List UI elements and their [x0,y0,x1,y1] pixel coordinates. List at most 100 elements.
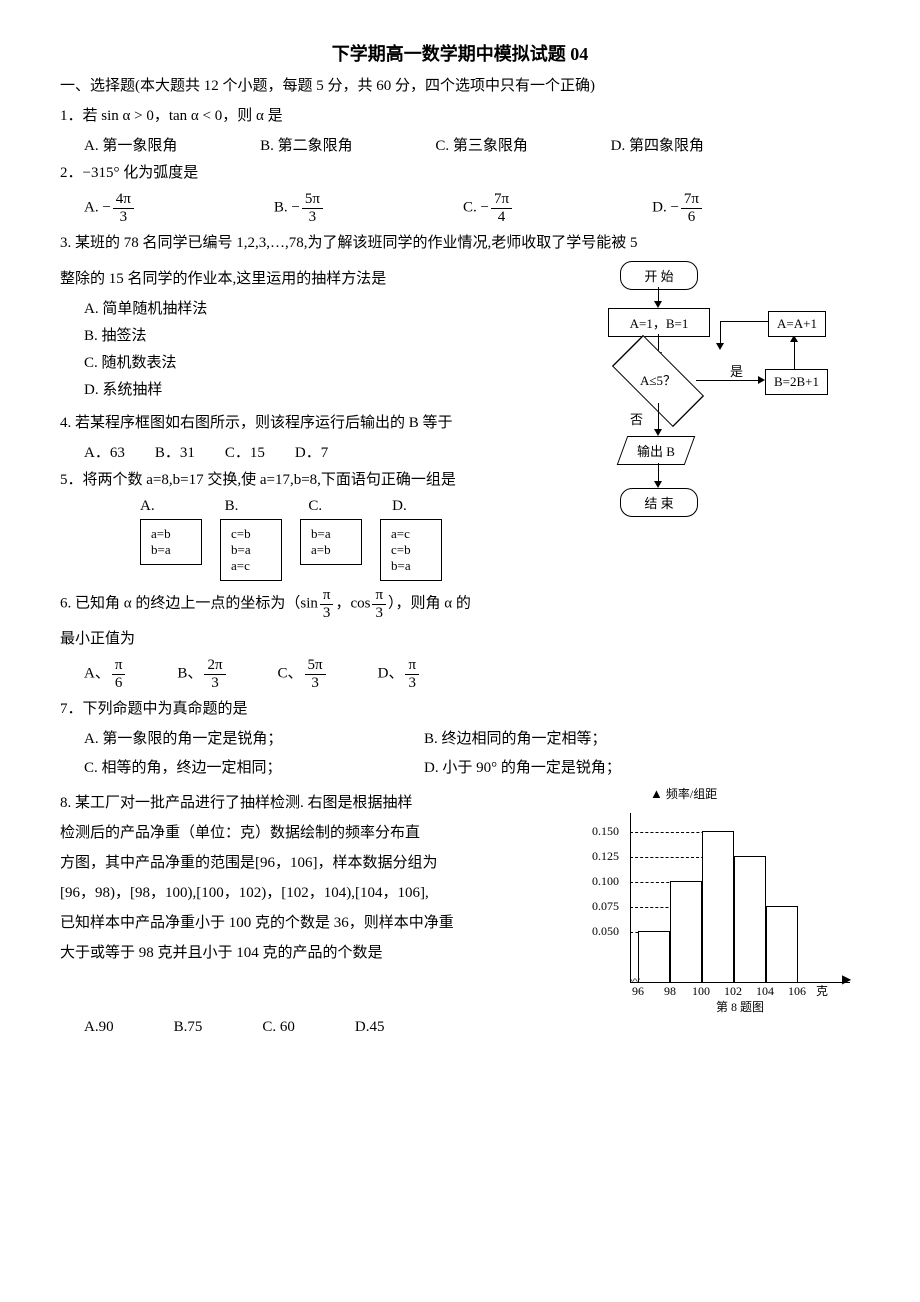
q5-boxes: a=b b=a c=b b=a a=c b=a a=b a=c c=b b=a [60,519,580,581]
bar3 [734,856,766,983]
q4-c: C．15 [225,441,265,462]
q5-text: 5．将两个数 a=8,b=17 交换,使 a=17,b=8,下面语句正确一组是 [60,468,580,492]
q6-cd: 3 [305,675,326,692]
yt3: 0.125 [592,849,619,864]
q5-b1: c=b [231,526,271,542]
q4-options: A．63 B．31 C．15 D．7 [60,441,580,462]
histo-yl: 频率/组距 [666,787,717,801]
q7-a: A. 第一象限的角一定是锐角； [84,727,424,748]
q6-mid: ，cos [335,595,370,611]
q5-a1: a=b [151,526,191,542]
yt1: 0.075 [592,899,619,914]
q3-a: A. 简单随机抽样法 [84,297,344,318]
fc-upd: B=2B+1 [765,369,828,395]
q5-d3: b=a [391,558,431,574]
histogram: ▲ 频率/组距 0.050 0.075 0.100 0.125 0.150 96… [590,785,860,1005]
histo-caption: 第 8 题图 [680,998,800,1015]
q1-b: B. 第二象限角 [260,134,353,155]
q2-b-num: 5π [302,191,323,209]
q5-box-b: c=b b=a a=c [220,519,282,581]
q5-box-c: b=a a=b [300,519,362,565]
xt2: 100 [692,984,710,999]
q5-b2: b=a [231,542,271,558]
q8-l5: 已知样本中产品净重小于 100 克的个数是 36，则样本中净重 [60,911,590,935]
fc-cond: A≤5？ [626,359,690,403]
q8-b: B.75 [174,1019,203,1036]
q7-c: C. 相等的角，终边一定相同； [84,756,424,777]
flowchart: 开 始 A=1，B=1 A≤5？ 是 B=2B+1 A=A+1 否 [580,261,860,581]
q5-la: A. [140,498,155,515]
q2-b-den: 3 [302,209,323,226]
fc-outarrow [658,463,659,483]
xt4: 104 [756,984,774,999]
q5-box-a: a=b b=a [140,519,202,565]
fc-no-ah [654,429,662,436]
histo-ylabel: ▲ 频率/组距 [650,785,717,802]
q6-d2: 3 [372,605,386,622]
q8-a: A.90 [84,1019,114,1036]
q7-d: D. 小于 90° 的角一定是锐角； [424,756,764,777]
q3-text1: 3. 某班的 78 名同学已编号 1,2,3,…,78,为了解该班同学的作业情况… [60,231,860,255]
fc-out: 输出 B [617,436,695,465]
fc-yes-ah [758,376,765,384]
fc-yes-line [696,380,760,381]
xarrow: ▶ [842,972,851,987]
q3-c: C. 随机数表法 [84,351,344,372]
q1-c: C. 第三象限角 [435,134,528,155]
q5-ld: D. [392,498,407,515]
q6-bd: 3 [204,675,225,692]
q6-n2: π [372,587,386,605]
q2-pre: 2． [60,165,83,181]
fc-out-ah [654,481,662,488]
fc-back-ah [716,343,724,350]
q4-b: B．31 [155,441,195,462]
q5-lb: B. [225,498,239,515]
q8-l1: 8. 某工厂对一批产品进行了抽样检测. 右图是根据抽样 [60,791,590,815]
xt3: 102 [724,984,742,999]
q6-d: D、π3 [378,657,421,691]
page-title: 下学期高一数学期中模拟试题 04 [60,40,860,66]
histo-yaxis [630,813,631,983]
q2-b-pre: B. − [274,199,300,215]
q2-text: 2．−315° 化为弧度是 [60,161,860,185]
q6-ad: 6 [112,675,126,692]
fc-start: 开 始 [620,261,698,290]
fc-nodown [658,403,659,431]
q6-a: A、π6 [84,657,127,691]
q6-post: ），则角 α 的 [388,595,471,611]
q6-la: A、 [84,665,110,681]
q6-dn: π [405,657,419,675]
q8-options: A.90 B.75 C. 60 D.45 [60,1019,860,1036]
fc-cond-text: A≤5？ [626,359,690,403]
q1-d: D. 第四象限角 [611,134,704,155]
q5-b3: a=c [231,558,271,574]
q3-text2: 整除的 15 名同学的作业本,这里运用的抽样方法是 [60,267,580,291]
q5-d2: c=b [391,542,431,558]
q5-c1: b=a [311,526,351,542]
q6-pre: 6. 已知角 α 的终边上一点的坐标为（sin [60,595,318,611]
q4-d: D．7 [295,441,328,462]
q5-a2: b=a [151,542,191,558]
q6-d1: 3 [320,605,334,622]
yt4: 0.150 [592,824,619,839]
q2-options: A. −4π3 B. −5π3 C. −7π4 D. −7π6 [60,191,704,225]
q1-options: A. 第一象限角 B. 第二象限角 C. 第三象限角 D. 第四象限角 [60,134,704,155]
q5-lc: C. [308,498,322,515]
xunit: 克 [816,982,828,999]
q1-a: A. 第一象限角 [84,134,177,155]
q8-c: C. 60 [262,1019,295,1036]
q7-b: B. 终边相同的角一定相等； [424,727,764,748]
fc-back2 [720,321,721,345]
q7-text: 7．下列命题中为真命题的是 [60,697,860,721]
q6-dd: 3 [405,675,419,692]
q2-c-den: 4 [491,209,512,226]
q2-d-pre: D. − [652,199,679,215]
q8-d: D.45 [355,1019,385,1036]
q8-l4: [96，98)，[98，100),[100，102)，[102，104),[10… [60,881,590,905]
q6-lb: B、 [177,665,202,681]
q3-b: B. 抽签法 [84,324,344,345]
q6-lc: C、 [278,665,303,681]
q2-mid: −315° 化为弧度是 [83,165,199,181]
q5-box-d: a=c c=b b=a [380,519,442,581]
q5-d1: a=c [391,526,431,542]
